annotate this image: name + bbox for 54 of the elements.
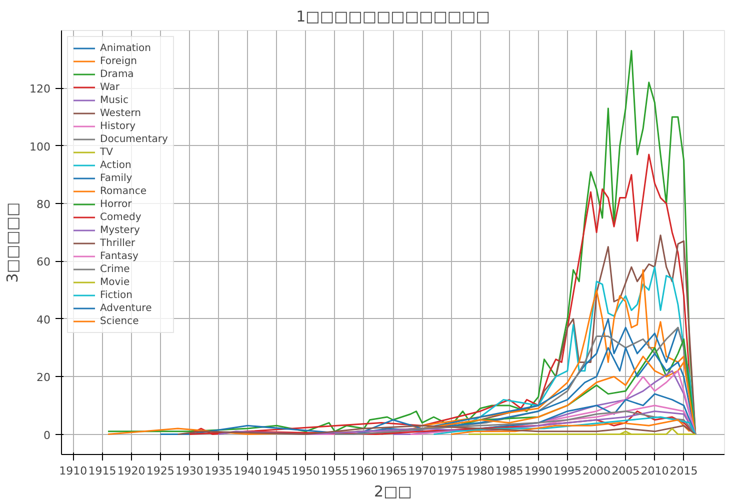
x-tick-label: 1910 [59, 464, 88, 478]
y-tick-label: 60 [36, 256, 51, 269]
legend-label: Mystery [100, 224, 140, 236]
legend-label: Drama [100, 68, 134, 80]
y-tick-label: 0 [44, 428, 50, 442]
x-tick-label: 1960 [350, 464, 378, 478]
x-tick-label: 1940 [234, 464, 262, 478]
x-tick-label: 1915 [88, 464, 116, 478]
x-tick-label: 1970 [408, 464, 436, 478]
y-axis-title: 3□□□□□ [4, 202, 22, 283]
legend-label: Crime [100, 263, 130, 275]
legend-label: Family [100, 172, 132, 184]
legend-label: Animation [100, 42, 151, 54]
x-tick-label: 2005 [612, 464, 640, 478]
x-tick-label: 1920 [117, 464, 146, 478]
x-tick-label: 1980 [466, 464, 494, 478]
x-tick-label: 2015 [670, 464, 698, 478]
legend-label: Music [100, 94, 128, 106]
legend-label: History [100, 120, 136, 132]
legend-label: Movie [100, 276, 130, 288]
x-tick-label: 2010 [640, 464, 669, 478]
y-tick-label: 80 [36, 198, 51, 212]
x-tick-label: 1945 [262, 464, 291, 478]
y-tick-label: 120 [30, 82, 51, 96]
y-tick-label: 20 [36, 371, 51, 384]
x-tick-label: 1985 [495, 464, 524, 478]
x-tick-label: 1950 [292, 464, 320, 478]
legend-label: Western [100, 107, 142, 119]
y-tick-label: 100 [30, 140, 51, 154]
x-axis-title: 2□□ [374, 482, 412, 500]
x-tick-label: 1965 [379, 464, 408, 478]
legend-label: TV [100, 146, 114, 158]
x-tick-label: 1995 [553, 464, 582, 478]
legend-label: Fantasy [100, 250, 138, 262]
y-tick-label: 40 [36, 313, 51, 326]
legend-label: Fiction [100, 289, 132, 301]
legend-label: Science [100, 315, 139, 327]
x-tick-label: 1955 [320, 464, 349, 478]
legend-label: Horror [100, 198, 132, 210]
x-tick-label: 1925 [146, 464, 174, 478]
x-tick-label: 2000 [582, 464, 611, 478]
legend-label: Action [100, 159, 132, 171]
legend-label: Documentary [100, 133, 168, 145]
legend-label: Comedy [100, 211, 142, 223]
x-tick-label: 1975 [437, 464, 466, 478]
legend-label: War [100, 81, 120, 93]
legend-label: Thriller [100, 237, 136, 249]
chart-title: 1□□□□□□□□□□□□□ [296, 8, 490, 26]
legend-label: Romance [100, 185, 146, 197]
legend-label: Foreign [100, 55, 138, 67]
x-tick-label: 1990 [524, 464, 552, 478]
legend-label: Adventure [100, 302, 152, 314]
x-tick-label: 1935 [204, 464, 233, 478]
x-tick-label: 1930 [175, 464, 204, 478]
